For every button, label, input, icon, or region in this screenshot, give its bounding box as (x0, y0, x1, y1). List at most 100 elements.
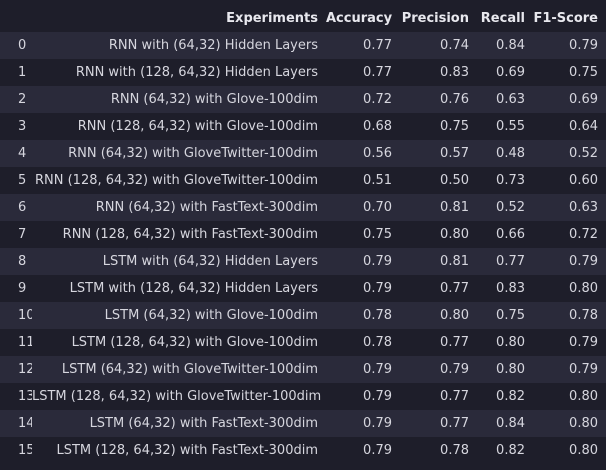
f1-score-cell: 0.72 (569, 227, 598, 242)
precision-cell: 0.50 (440, 173, 469, 188)
experiment-cell: LSTM (128, 64,32) with GloveTwitter-100d… (32, 389, 322, 404)
recall-cell: 0.80 (496, 335, 525, 350)
experiment-cell: RNN (64,32) with Glove-100dim (110, 92, 318, 107)
table-row: 8 LSTM with (64,32) Hidden Layers 0.79 0.81… (0, 248, 606, 275)
recall-cell: 0.84 (496, 416, 525, 431)
header-row: Experiments Accuracy Precision Recall F1… (0, 4, 606, 32)
row-index: 0 (18, 38, 27, 53)
experiment-cell: RNN (128, 64,32) with Glove-100dim (77, 119, 318, 134)
table-body: 0 RNN with (64,32) Hidden Layers 0.77 0.74 0… (0, 32, 606, 464)
accuracy-cell: 0.51 (363, 173, 392, 188)
precision-cell: 0.78 (440, 443, 469, 458)
accuracy-cell: 0.78 (363, 335, 392, 350)
recall-cell: 0.48 (496, 146, 525, 161)
precision-cell: 0.80 (440, 308, 469, 323)
experiment-cell: LSTM (64,32) with Glove-100dim (104, 308, 318, 323)
row-index: 10 (18, 308, 32, 323)
precision-cell: 0.80 (440, 227, 469, 242)
header-f1-score: F1-Score (533, 10, 598, 26)
table-row: 14 LSTM (64,32) with FastText-300dim 0.79 0… (0, 410, 606, 437)
f1-score-cell: 0.80 (569, 281, 598, 296)
row-index: 7 (18, 227, 27, 242)
experiment-cell: RNN with (64,32) Hidden Layers (108, 38, 318, 53)
table-row: 2 RNN (64,32) with Glove-100dim 0.72 0.76 0.… (0, 86, 606, 113)
table-header: Experiments Accuracy Precision Recall F1… (0, 4, 606, 32)
table-row: 5 RNN (128, 64,32) with GloveTwitter-100d… (0, 167, 606, 194)
accuracy-cell: 0.70 (363, 200, 392, 215)
accuracy-cell: 0.77 (363, 65, 392, 80)
recall-cell: 0.82 (496, 443, 525, 458)
experiment-cell: LSTM with (128, 64,32) Hidden Layers (69, 281, 318, 296)
recall-cell: 0.80 (496, 362, 525, 377)
row-index: 6 (18, 200, 27, 215)
precision-cell: 0.77 (440, 416, 469, 431)
table-row: 11 LSTM (128, 64,32) with Glove-100dim 0.7… (0, 329, 606, 356)
experiment-cell: LSTM (64,32) with GloveTwitter-100dim (61, 362, 318, 377)
f1-score-cell: 0.75 (569, 65, 598, 80)
experiment-cell: LSTM (128, 64,32) with FastText-300dim (56, 443, 318, 458)
precision-cell: 0.77 (440, 335, 469, 350)
f1-score-cell: 0.80 (569, 389, 598, 404)
header-experiments: Experiments (226, 10, 318, 26)
table-row: 10 LSTM (64,32) with Glove-100dim 0.78 0.80… (0, 302, 606, 329)
precision-cell: 0.77 (440, 281, 469, 296)
recall-cell: 0.84 (496, 38, 525, 53)
f1-score-cell: 0.78 (569, 308, 598, 323)
row-index: 5 (18, 173, 27, 188)
recall-cell: 0.77 (496, 254, 525, 269)
precision-cell: 0.79 (440, 362, 469, 377)
precision-cell: 0.81 (440, 254, 469, 269)
row-index: 4 (18, 146, 27, 161)
f1-score-cell: 0.80 (569, 416, 598, 431)
row-index: 15 (18, 443, 32, 458)
row-index: 12 (18, 362, 32, 377)
header-accuracy: Accuracy (326, 10, 393, 26)
table-row: 15 LSTM (128, 64,32) with FastText-300dim… (0, 437, 606, 464)
f1-score-cell: 0.52 (569, 146, 598, 161)
recall-cell: 0.82 (496, 389, 525, 404)
experiment-cell: RNN (128, 64,32) with GloveTwitter-100di… (35, 173, 318, 188)
table-row: 6 RNN (64,32) with FastText-300dim 0.70 0.8… (0, 194, 606, 221)
header-recall: Recall (480, 10, 525, 26)
f1-score-cell: 0.79 (569, 335, 598, 350)
precision-cell: 0.77 (440, 389, 469, 404)
accuracy-cell: 0.79 (363, 416, 392, 431)
header-index (0, 4, 32, 32)
recall-cell: 0.75 (496, 308, 525, 323)
recall-cell: 0.83 (496, 281, 525, 296)
accuracy-cell: 0.79 (363, 281, 392, 296)
recall-cell: 0.66 (496, 227, 525, 242)
accuracy-cell: 0.68 (363, 119, 392, 134)
header-precision: Precision (401, 10, 469, 26)
accuracy-cell: 0.78 (363, 308, 392, 323)
experiment-cell: RNN (64,32) with GloveTwitter-100dim (68, 146, 318, 161)
row-index: 8 (18, 254, 27, 269)
precision-cell: 0.74 (440, 38, 469, 53)
f1-score-cell: 0.79 (569, 38, 598, 53)
experiment-cell: RNN (64,32) with FastText-300dim (95, 200, 318, 215)
f1-score-cell: 0.60 (569, 173, 598, 188)
accuracy-cell: 0.79 (363, 389, 392, 404)
recall-cell: 0.69 (496, 65, 525, 80)
row-index: 1 (18, 65, 27, 80)
accuracy-cell: 0.79 (363, 443, 392, 458)
precision-cell: 0.57 (440, 146, 469, 161)
experiment-cell: RNN with (128, 64,32) Hidden Layers (75, 65, 318, 80)
precision-cell: 0.76 (440, 92, 469, 107)
results-table: Experiments Accuracy Precision Recall F1… (0, 4, 606, 464)
f1-score-cell: 0.79 (569, 254, 598, 269)
accuracy-cell: 0.79 (363, 254, 392, 269)
accuracy-cell: 0.72 (363, 92, 392, 107)
row-index: 2 (18, 92, 27, 107)
precision-cell: 0.75 (440, 119, 469, 134)
row-index: 3 (18, 119, 27, 134)
table-row: 3 RNN (128, 64,32) with Glove-100dim 0.68 0… (0, 113, 606, 140)
f1-score-cell: 0.69 (569, 92, 598, 107)
accuracy-cell: 0.56 (363, 146, 392, 161)
accuracy-cell: 0.75 (363, 227, 392, 242)
recall-cell: 0.55 (496, 119, 525, 134)
experiment-cell: RNN (128, 64,32) with FastText-300dim (62, 227, 318, 242)
table-row: 0 RNN with (64,32) Hidden Layers 0.77 0.74 0… (0, 32, 606, 59)
table-row: 12 LSTM (64,32) with GloveTwitter-100dim 0… (0, 356, 606, 383)
table-row: 9 LSTM with (128, 64,32) Hidden Layers 0.7… (0, 275, 606, 302)
